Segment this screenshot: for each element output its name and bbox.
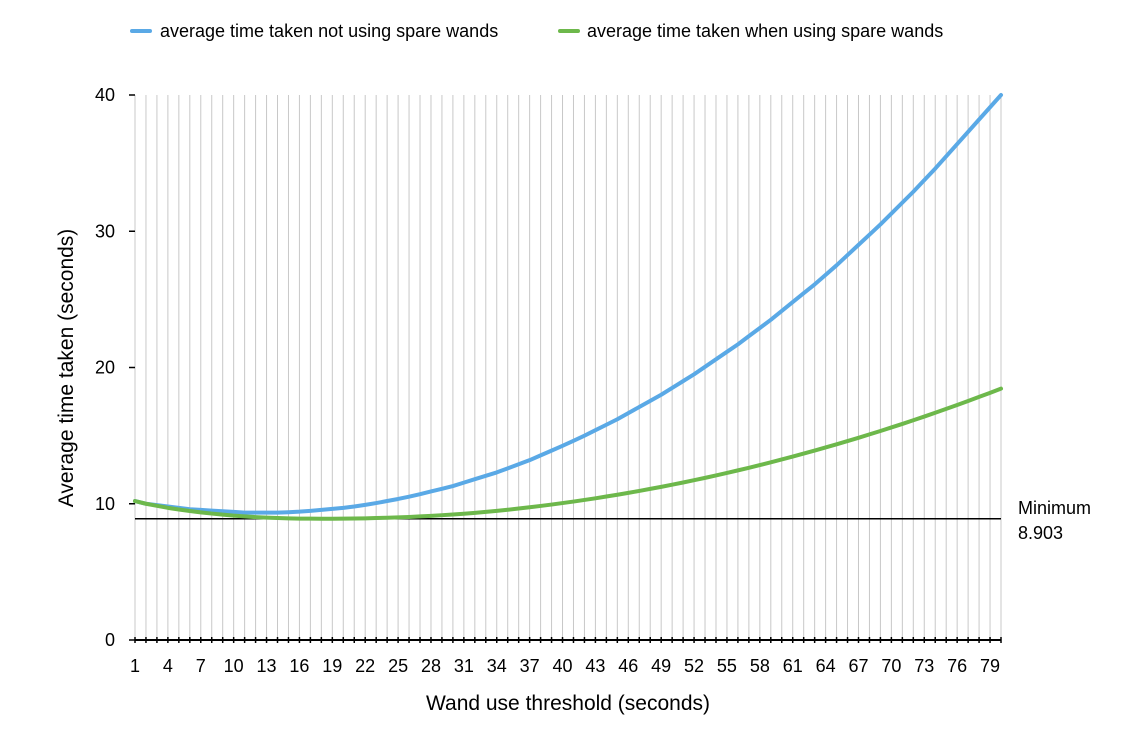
x-tick-label: 46	[618, 656, 638, 676]
x-tick-label: 10	[224, 656, 244, 676]
x-tick-label: 49	[651, 656, 671, 676]
x-axis-title: Wand use threshold (seconds)	[426, 692, 710, 715]
legend-label-not-using-spare-wands: average time taken not using spare wands	[160, 21, 498, 41]
x-tick-label: 13	[257, 656, 277, 676]
x-tick-label: 19	[322, 656, 342, 676]
x-tick-label: 22	[355, 656, 375, 676]
x-tick-label: 73	[914, 656, 934, 676]
x-axis: 1 4 7 10 13 16 19 22 25 28 31 34 37 40 43 46 49 52 55 58 61 6…	[130, 637, 1002, 676]
x-tick-label: 28	[421, 656, 441, 676]
x-tick-label: 67	[848, 656, 868, 676]
x-tick-label: 64	[816, 656, 836, 676]
x-tick-label: 61	[783, 656, 803, 676]
x-tick-label: 37	[520, 656, 540, 676]
x-tick-label: 34	[487, 656, 507, 676]
y-axis: 0 10 20 30 40	[95, 85, 135, 650]
minimum-value-label: 8.903	[1018, 523, 1063, 543]
x-tick-label: 31	[454, 656, 474, 676]
legend: average time taken not using spare wands…	[130, 21, 943, 41]
x-tick-label: 7	[196, 656, 206, 676]
x-tick-label: 43	[585, 656, 605, 676]
y-tick-label: 40	[95, 85, 115, 105]
x-tick-label: 52	[684, 656, 704, 676]
x-tick-label: 4	[163, 656, 173, 676]
y-tick-label: 0	[105, 630, 115, 650]
legend-label-using-spare-wands: average time taken when using spare wand…	[587, 21, 943, 41]
x-tick-label: 1	[130, 656, 140, 676]
vertical-gridlines	[134, 95, 1002, 640]
series-line-1	[133, 386, 1003, 521]
x-tick-label: 40	[553, 656, 573, 676]
x-tick-label: 16	[289, 656, 309, 676]
y-tick-label: 20	[95, 358, 115, 378]
series-line-0	[133, 93, 1003, 515]
y-tick-label: 30	[95, 221, 115, 241]
x-tick-label: 58	[750, 656, 770, 676]
y-axis-title: Average time taken (seconds)	[55, 229, 78, 508]
minimum-reference: Minimum 8.903	[135, 498, 1091, 543]
x-tick-label: 76	[947, 656, 967, 676]
minimum-label: Minimum	[1018, 498, 1091, 518]
y-tick-label: 10	[95, 494, 115, 514]
x-tick-label: 55	[717, 656, 737, 676]
x-tick-label: 70	[881, 656, 901, 676]
series-layer	[133, 93, 1003, 521]
x-tick-label: 25	[388, 656, 408, 676]
x-tick-label: 79	[980, 656, 1000, 676]
